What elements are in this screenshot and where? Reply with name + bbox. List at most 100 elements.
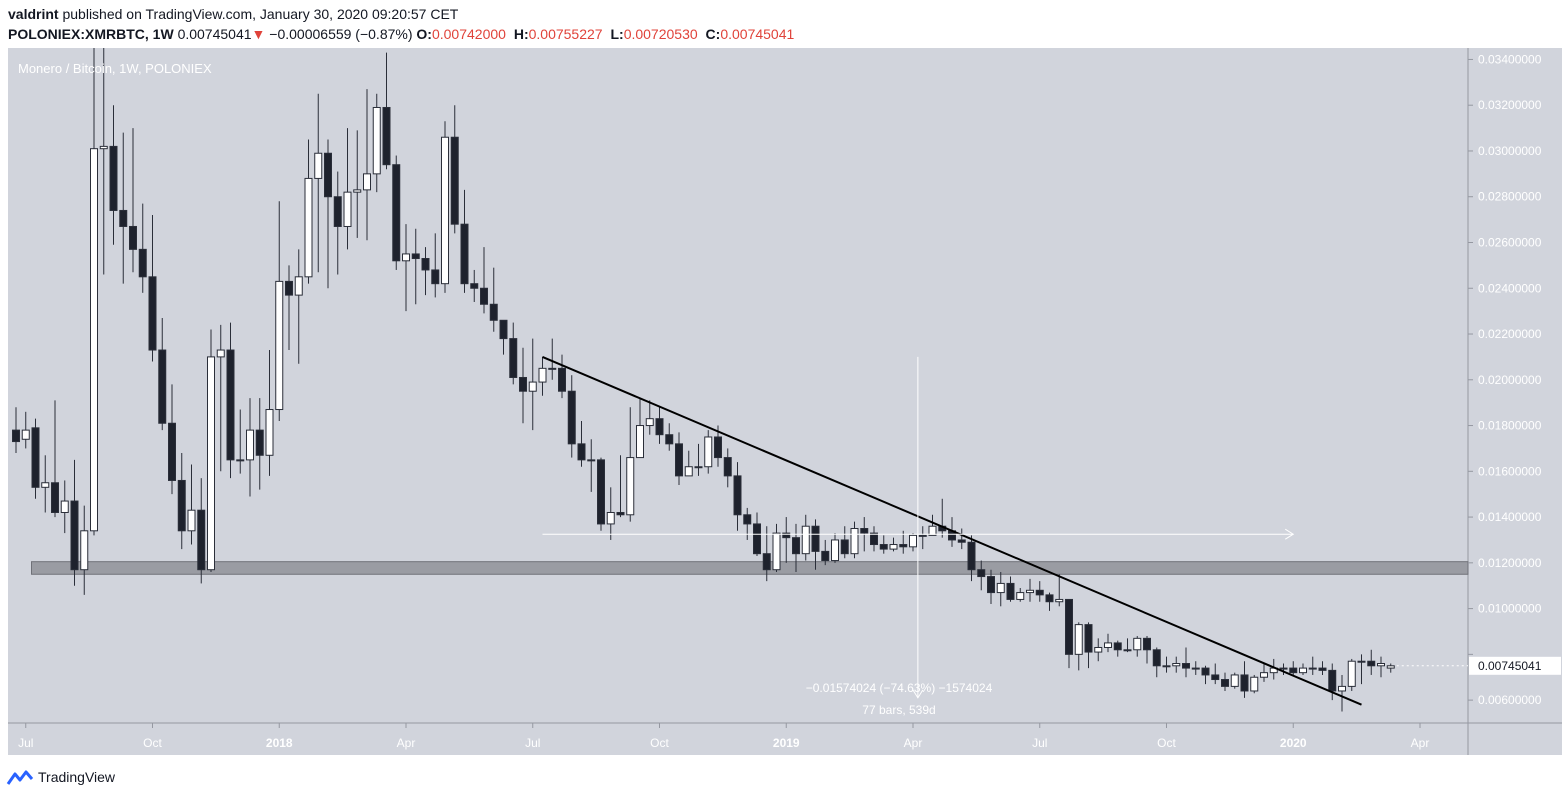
measure-span-label: 77 bars, 539d — [862, 703, 935, 717]
candle-body — [899, 544, 908, 548]
candle-body — [1347, 660, 1356, 687]
candle-body — [158, 349, 167, 424]
candle-body — [304, 177, 313, 278]
y-tick-label: 0.01000000 — [1478, 602, 1542, 616]
author-name[interactable]: valdrint — [8, 6, 59, 22]
candle-body — [1006, 582, 1015, 600]
y-tick-label: 0.02800000 — [1478, 190, 1542, 204]
high-value: 0.00755227 — [528, 26, 603, 42]
footer-brand[interactable]: TradingView — [6, 766, 115, 788]
y-tick-label: 0.01400000 — [1478, 510, 1542, 524]
candle-body — [1172, 663, 1181, 667]
candle-body — [577, 443, 586, 461]
candle-body — [548, 367, 557, 370]
candle-body — [236, 459, 245, 462]
candle-body — [402, 253, 410, 262]
x-tick-label: Jul — [525, 736, 540, 750]
candle-body — [450, 136, 459, 225]
candle-body — [1338, 685, 1346, 692]
candle-body — [1386, 665, 1395, 669]
candle-body — [285, 280, 293, 296]
candle-body — [441, 136, 449, 285]
candle-body — [996, 582, 1005, 594]
candle-body — [460, 223, 469, 285]
candle-body — [333, 196, 342, 227]
candle-body — [1240, 674, 1249, 692]
candle-body — [138, 248, 147, 278]
plot-area[interactable] — [8, 48, 1468, 723]
candle-body — [294, 276, 303, 296]
candle-body — [509, 338, 518, 378]
measure-change-label: −0.01574024 (−74.63%) −1574024 — [806, 681, 993, 695]
candle-body — [1230, 674, 1239, 687]
candle-body — [772, 532, 781, 571]
x-tick-label: Oct — [143, 736, 162, 750]
price-change: −0.00006559 (−0.87%) — [269, 26, 413, 42]
y-tick-label: 0.01600000 — [1478, 464, 1542, 478]
candle-body — [1377, 663, 1385, 667]
close-value: 0.00745041 — [720, 26, 795, 42]
close-label: C: — [705, 26, 721, 42]
candle-body — [977, 569, 986, 578]
time-axis[interactable] — [8, 723, 1562, 755]
candle-body — [1318, 667, 1327, 671]
footer-brand-label: TradingView — [38, 769, 116, 785]
price-axis[interactable] — [1468, 48, 1562, 723]
candle-body — [99, 145, 108, 150]
candle-body — [967, 541, 976, 571]
candle-body — [694, 466, 703, 469]
candle-body — [538, 367, 547, 383]
candle-body — [792, 537, 800, 555]
candle-body — [811, 525, 820, 552]
candle-body — [567, 390, 576, 445]
candle-body — [275, 280, 284, 411]
chart-title: Monero / Bitcoin, 1W, POLONIEX — [18, 61, 212, 76]
candle-body — [1328, 669, 1337, 692]
y-tick-label: 0.03400000 — [1478, 52, 1542, 66]
candle-body — [1026, 589, 1034, 594]
candle-body — [392, 164, 401, 262]
candle-body — [957, 539, 966, 543]
y-tick-label: 0.02200000 — [1478, 327, 1542, 341]
candle-body — [1045, 594, 1054, 603]
candle-body — [753, 523, 761, 555]
candle-body — [743, 514, 752, 525]
candle-body — [840, 539, 849, 555]
publish-info: valdrint published on TradingView.com, J… — [8, 4, 798, 24]
candle-body — [636, 425, 644, 459]
candle-body — [1094, 646, 1103, 653]
low-label: L: — [610, 26, 624, 42]
candle-body — [177, 479, 186, 532]
y-tick-label: 0.03200000 — [1478, 98, 1542, 112]
candle-body — [665, 434, 674, 445]
x-tick-label: 2018 — [266, 736, 293, 750]
candle-body — [1250, 676, 1259, 692]
measure-arrow-right-icon — [1284, 528, 1295, 540]
candle-body — [265, 409, 274, 456]
candle-body — [1191, 667, 1200, 670]
open-value: 0.00742000 — [431, 26, 506, 42]
symbol-label: POLONIEX:XMRBTC, — [8, 26, 149, 42]
candle-body — [587, 459, 596, 462]
candle-body — [558, 367, 566, 392]
candle-body — [207, 356, 215, 571]
candle-body — [70, 500, 79, 571]
candle-body — [148, 276, 157, 351]
candle-body — [850, 528, 859, 555]
candle-body — [80, 530, 89, 571]
x-tick-label: Oct — [650, 736, 669, 750]
candle-body — [889, 544, 898, 550]
candle-body — [216, 349, 225, 358]
x-tick-label: Apr — [904, 736, 923, 750]
candle-body — [1367, 660, 1376, 667]
y-tick-label: 0.01200000 — [1478, 556, 1542, 570]
y-tick-label: 0.02400000 — [1478, 281, 1542, 295]
candle-body — [1104, 642, 1112, 648]
x-tick-label: 2019 — [773, 736, 800, 750]
candle-body — [655, 418, 664, 436]
x-tick-label: Apr — [397, 736, 416, 750]
candle-body — [226, 349, 235, 461]
interval-label: 1W — [152, 26, 174, 42]
candle-body — [528, 381, 537, 392]
